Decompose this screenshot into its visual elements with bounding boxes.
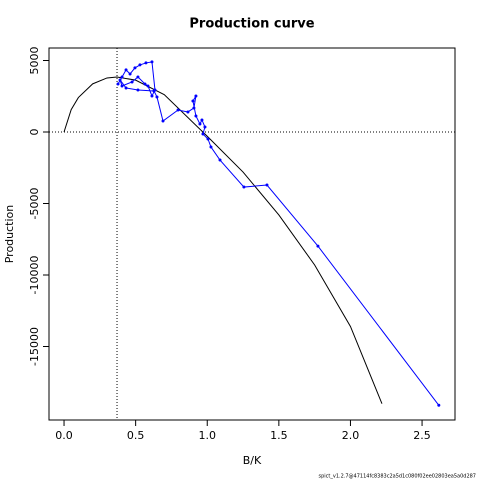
series-line — [63, 76, 383, 404]
y-tick-label: 0 — [28, 128, 41, 135]
data-point — [176, 108, 180, 112]
data-point — [186, 110, 190, 114]
data-point — [194, 94, 198, 98]
data-point — [201, 132, 205, 136]
data-point — [118, 78, 122, 82]
data-point — [218, 158, 222, 162]
data-point — [191, 99, 195, 103]
data-point — [146, 84, 150, 88]
data-point — [192, 106, 196, 110]
data-point — [124, 86, 128, 90]
data-point — [150, 94, 154, 98]
x-tick-label: 1.0 — [198, 429, 216, 442]
chart-title: Production curve — [189, 17, 314, 32]
data-point — [138, 63, 142, 67]
data-point — [120, 84, 124, 88]
data-point — [209, 145, 213, 149]
footer: spict_v1.2.7@47114fc8383c2a5d1c080f02ee0… — [319, 474, 477, 480]
x-axis-label: B/K — [243, 454, 262, 467]
data-point — [116, 82, 120, 86]
x-tick-label: 0.5 — [127, 429, 145, 442]
data-point — [143, 82, 147, 86]
data-point — [150, 60, 154, 64]
data-point — [144, 61, 148, 65]
x-tick-label: 1.5 — [270, 429, 288, 442]
series-line — [117, 61, 440, 406]
data-point — [203, 125, 207, 129]
y-tick-label: 5000 — [28, 46, 41, 74]
data-point — [265, 183, 269, 187]
plot-frame — [48, 47, 456, 421]
data-point — [206, 137, 210, 141]
data-point — [130, 80, 134, 84]
data-point — [124, 68, 128, 72]
x-tick-label: 2.0 — [342, 429, 360, 442]
y-tick-label: -5000 — [28, 188, 41, 220]
data-point — [152, 89, 156, 93]
data-point — [242, 185, 246, 189]
data-point — [136, 88, 140, 92]
data-point — [200, 118, 204, 122]
x-tick-label: 0.0 — [55, 429, 73, 442]
data-point — [198, 122, 202, 126]
data-point — [316, 244, 320, 248]
data-point — [128, 72, 132, 76]
x-tick-label: 2.5 — [413, 429, 431, 442]
data-point — [194, 114, 198, 118]
data-point — [136, 75, 140, 79]
y-tick-label: -10000 — [28, 256, 41, 295]
data-point — [437, 403, 441, 407]
data-point — [120, 75, 124, 79]
data-point — [155, 95, 159, 99]
y-tick-label: -15000 — [28, 327, 41, 366]
data-point — [161, 119, 165, 123]
y-axis-label: Production — [3, 205, 16, 264]
data-point — [133, 66, 137, 70]
